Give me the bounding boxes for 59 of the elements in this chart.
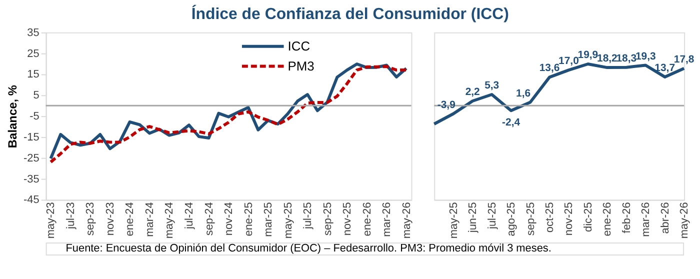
data-label: 19,9 — [578, 50, 598, 62]
legend-label: ICC — [288, 38, 310, 54]
x-tick-label: ago-25 — [506, 202, 518, 236]
x-tick-label: mar-26 — [381, 202, 394, 237]
y-tick-label: 15 — [27, 68, 40, 81]
y-tick-label: -5 — [30, 110, 40, 123]
x-tick-label: feb-26 — [620, 202, 633, 234]
x-tick-label: ene-25 — [242, 202, 255, 236]
data-label: 18,3 — [616, 53, 637, 64]
data-label: -3,9 — [437, 100, 456, 111]
x-tick-label: sep-25 — [322, 202, 334, 236]
y-tick-label: 35 — [27, 26, 40, 39]
x-tick-label: may-25 — [448, 202, 460, 239]
y-tick-label: 25 — [27, 48, 40, 60]
x-tick-label: oct-25 — [544, 202, 556, 233]
x-tick-label: nov-25 — [342, 202, 354, 236]
x-tick-label: ene-26 — [602, 202, 614, 236]
source-note: Fuente: Encuesta de Opinión del Consumidor (EOC) – Fedesarrollo. PM3: Promedio móvil 3 meses. — [66, 242, 552, 254]
data-label: 13,7 — [654, 62, 676, 74]
data-label: 13,6 — [539, 63, 560, 74]
data-label: -2,4 — [502, 118, 520, 129]
x-tick-label: dic-25 — [582, 202, 594, 232]
x-tick-label: nov-23 — [104, 202, 116, 236]
x-tick-label: jul-24 — [184, 202, 196, 230]
y-tick-label: -15 — [24, 131, 40, 144]
x-tick-label: mar-25 — [262, 202, 275, 237]
x-tick-label: ene-26 — [361, 202, 374, 236]
x-tick-label: nov-24 — [223, 202, 236, 236]
x-tick-label: mar-26 — [640, 202, 652, 237]
x-tick-label: may-24 — [164, 202, 176, 239]
x-tick-label: may-26 — [400, 202, 413, 239]
data-label: 18,2 — [597, 54, 618, 65]
x-tick-label: jul-25 — [486, 202, 498, 230]
data-label: 5,3 — [484, 80, 500, 92]
x-tick-label: jul-25 — [302, 202, 314, 230]
legend-label: PM3 — [288, 58, 314, 74]
data-label: 19,3 — [635, 51, 656, 62]
y-tick-label: -35 — [24, 173, 40, 186]
y-tick-label: 5 — [33, 90, 40, 102]
x-tick-label: sep-23 — [84, 202, 97, 236]
x-tick-label: abr-26 — [659, 202, 672, 234]
chart-title: Índice de Confianza del Consumidor (ICC) — [191, 4, 509, 23]
y-tick-label: -45 — [24, 194, 40, 206]
data-label: 2,2 — [465, 87, 480, 98]
x-tick-label: sep-24 — [203, 202, 216, 236]
data-label: 17,8 — [674, 54, 694, 66]
data-label: 17,0 — [558, 56, 580, 68]
x-tick-label: nov-25 — [563, 202, 576, 236]
x-tick-label: may-23 — [45, 202, 58, 239]
x-tick-label: may-26 — [678, 202, 691, 239]
x-tick-label: jun-25 — [467, 202, 480, 234]
data-label: 1,6 — [516, 88, 531, 100]
x-tick-label: sep-25 — [524, 202, 537, 236]
y-tick-label: -25 — [24, 152, 40, 164]
x-tick-label: mar-24 — [144, 202, 156, 237]
x-tick-label: jul-23 — [64, 202, 77, 230]
x-tick-label: ene-24 — [124, 202, 136, 236]
x-tick-label: may-25 — [282, 202, 294, 239]
y-axis-title: Balance, % — [6, 84, 20, 148]
